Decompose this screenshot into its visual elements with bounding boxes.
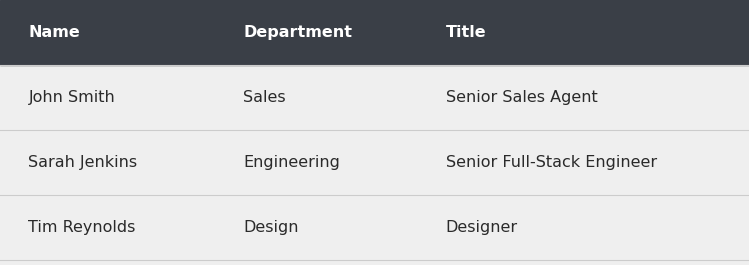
Text: Tim Reynolds: Tim Reynolds bbox=[28, 220, 136, 235]
Text: Engineering: Engineering bbox=[243, 155, 340, 170]
Bar bbox=[0, 65, 749, 130]
Bar bbox=[0, 0, 749, 65]
Text: Title: Title bbox=[446, 25, 486, 40]
Text: Senior Full-Stack Engineer: Senior Full-Stack Engineer bbox=[446, 155, 657, 170]
Text: John Smith: John Smith bbox=[28, 90, 115, 105]
Text: Department: Department bbox=[243, 25, 353, 40]
Bar bbox=[0, 195, 749, 260]
Text: Senior Sales Agent: Senior Sales Agent bbox=[446, 90, 598, 105]
Text: Sales: Sales bbox=[243, 90, 286, 105]
Text: Designer: Designer bbox=[446, 220, 518, 235]
Text: Name: Name bbox=[28, 25, 80, 40]
Text: Design: Design bbox=[243, 220, 299, 235]
Bar bbox=[0, 130, 749, 195]
Text: Sarah Jenkins: Sarah Jenkins bbox=[28, 155, 138, 170]
